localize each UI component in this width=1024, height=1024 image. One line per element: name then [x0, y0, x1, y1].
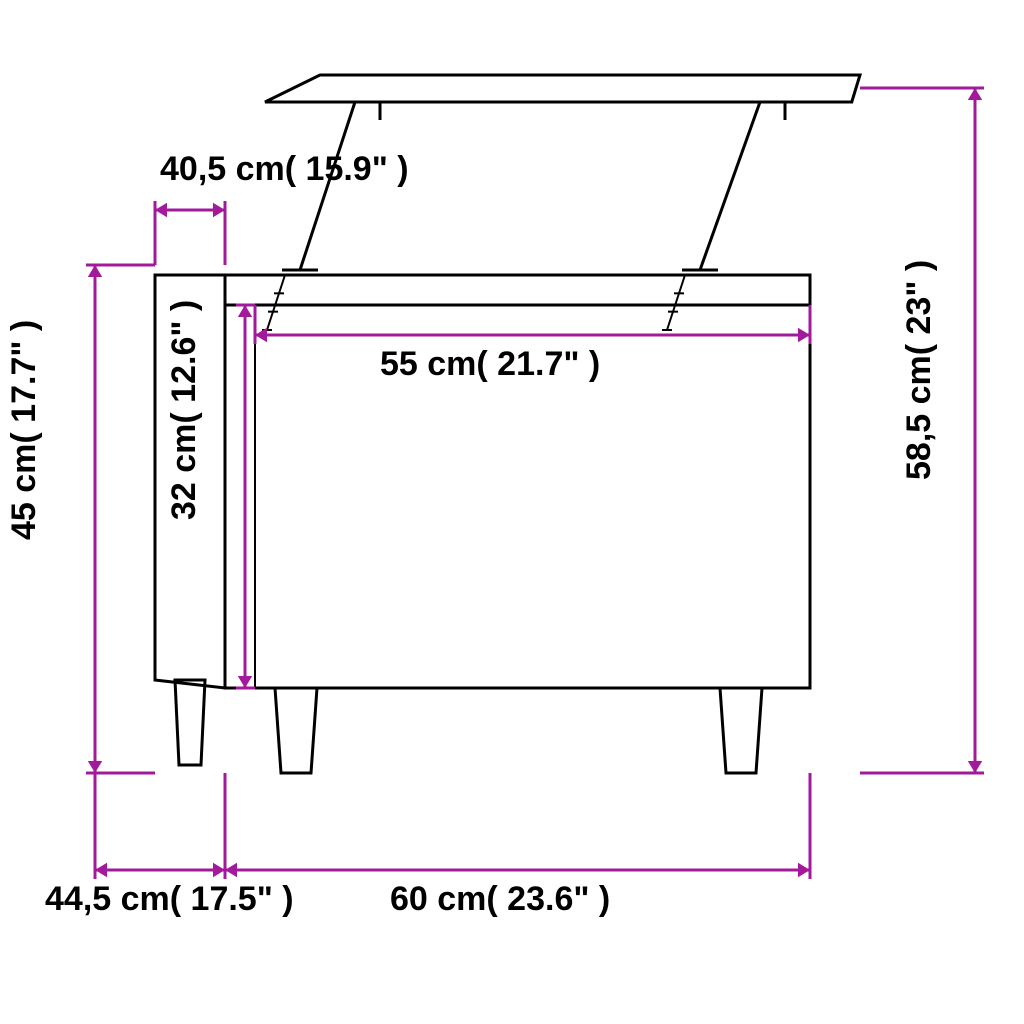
- d_32: 32 cm( 12.6" ): [165, 300, 255, 688]
- d_55: 55 cm( 21.7" ): [255, 305, 810, 383]
- d_60-label: 60 cm( 23.6" ): [390, 880, 610, 918]
- d_44_5-label: 44,5 cm( 17.5" ): [45, 880, 294, 918]
- d_32-label: 32 cm( 12.6" ): [165, 300, 203, 520]
- d_60: 60 cm( 23.6" ): [225, 773, 810, 918]
- d_40_5-label: 40,5 cm( 15.9" ): [160, 150, 409, 188]
- d_45-label: 45 cm( 17.7" ): [5, 320, 43, 540]
- d_58_5-label: 58,5 cm( 23" ): [900, 260, 938, 480]
- d_44_5: 44,5 cm( 17.5" ): [45, 773, 294, 918]
- d_40_5: 40,5 cm( 15.9" ): [155, 150, 409, 265]
- d_55-label: 55 cm( 21.7" ): [380, 345, 600, 383]
- d_45: 45 cm( 17.7" ): [5, 265, 155, 773]
- d_58_5: 58,5 cm( 23" ): [860, 88, 984, 773]
